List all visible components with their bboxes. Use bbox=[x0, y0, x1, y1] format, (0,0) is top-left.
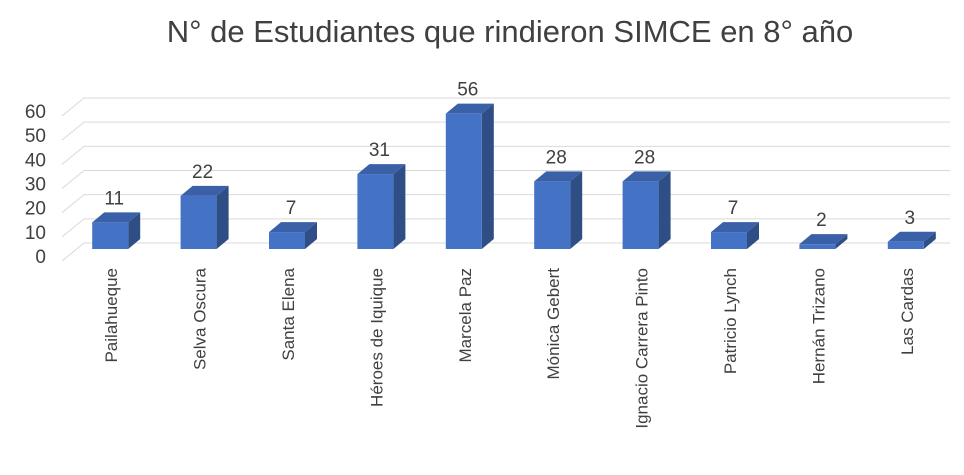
bar bbox=[445, 113, 482, 250]
chart-title: N° de Estudiantes que rindieron SIMCE en… bbox=[167, 14, 854, 49]
bar-top bbox=[269, 222, 317, 233]
grid-line bbox=[61, 121, 950, 141]
data-label: 3 bbox=[905, 208, 916, 229]
data-label: 28 bbox=[546, 147, 567, 168]
y-tick-label: 40 bbox=[25, 150, 46, 171]
bar-top bbox=[445, 103, 494, 114]
bar-top bbox=[711, 222, 759, 233]
bar-side bbox=[393, 164, 406, 249]
bar bbox=[799, 244, 836, 249]
bar-side bbox=[216, 185, 229, 249]
bar-side bbox=[923, 231, 936, 249]
x-tick-label: Ignacio Carrera Pinto bbox=[633, 268, 652, 429]
data-label: 22 bbox=[192, 162, 213, 183]
x-tick-label: Selva Oscura bbox=[191, 267, 210, 370]
data-label: 7 bbox=[728, 198, 739, 219]
x-tick-label: Héroes de Iquique bbox=[367, 268, 386, 407]
bar bbox=[534, 181, 571, 249]
x-tick-label: Santa Elena bbox=[279, 267, 298, 360]
bar bbox=[180, 195, 217, 249]
y-tick-label: 60 bbox=[25, 102, 46, 123]
bar-side bbox=[658, 171, 671, 249]
bar bbox=[711, 232, 747, 249]
x-tick-label: Patricio Lynch bbox=[721, 268, 740, 374]
x-tick-label: Marcela Paz bbox=[456, 268, 475, 362]
bar bbox=[269, 232, 305, 249]
x-tick-label: Pailahueque bbox=[102, 268, 121, 363]
data-label: 31 bbox=[369, 140, 390, 161]
bar-top bbox=[357, 164, 406, 175]
data-label: 56 bbox=[457, 80, 478, 101]
y-tick-label: 30 bbox=[25, 175, 46, 196]
y-tick-label: 0 bbox=[35, 247, 46, 268]
bar-side bbox=[128, 212, 141, 249]
grid-line bbox=[61, 170, 950, 189]
bar-top bbox=[180, 185, 229, 196]
data-label: 7 bbox=[286, 198, 297, 219]
bar-top bbox=[534, 171, 583, 182]
y-tick-label: 50 bbox=[25, 126, 46, 147]
bar-top bbox=[92, 212, 141, 223]
x-tick-label: Hernán Trizano bbox=[809, 268, 828, 384]
bar-side bbox=[570, 171, 583, 249]
x-tick-label: Mónica Gebert bbox=[544, 268, 563, 380]
bar-side bbox=[305, 222, 317, 249]
y-tick-label: 20 bbox=[25, 199, 46, 220]
grid-line bbox=[61, 145, 950, 165]
y-tick-label: 10 bbox=[25, 223, 46, 244]
data-label: 2 bbox=[816, 210, 827, 231]
bar-top bbox=[799, 234, 848, 245]
data-label: 28 bbox=[634, 147, 655, 168]
x-tick-label: Las Cardas bbox=[898, 268, 917, 355]
bar-side bbox=[481, 103, 494, 250]
bar bbox=[92, 222, 129, 249]
grid-line bbox=[61, 97, 950, 117]
bar-top bbox=[622, 171, 671, 182]
bar bbox=[887, 241, 924, 249]
bar-side bbox=[835, 234, 848, 249]
bar-side bbox=[747, 222, 759, 249]
bar bbox=[357, 174, 394, 249]
bar bbox=[622, 181, 659, 249]
bar-top bbox=[887, 231, 936, 242]
data-label: 11 bbox=[104, 188, 124, 209]
